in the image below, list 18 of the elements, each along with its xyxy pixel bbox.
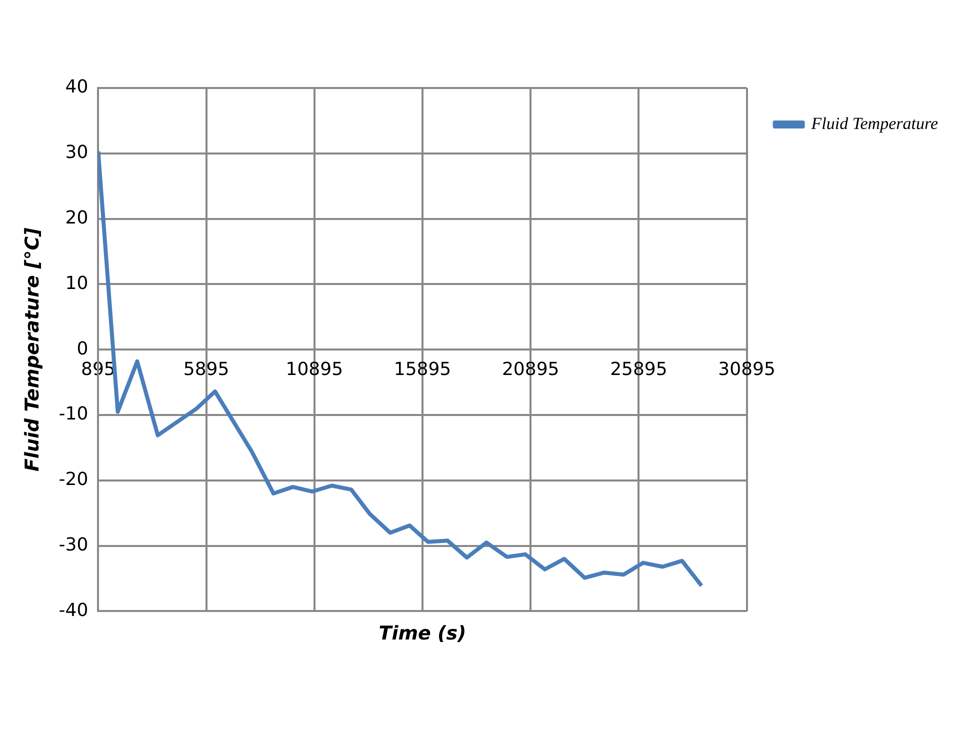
x-axis-title: Time (s) [378,622,466,645]
legend-label: Fluid Temperature [810,114,938,133]
x-tick-label: 20895 [502,359,560,380]
y-tick-label: 0 [76,338,88,360]
y-tick-label: -20 [58,469,88,490]
y-axis-title: Fluid Temperature [°C] [21,227,44,472]
y-tick-label: -40 [58,600,88,621]
y-tick-label: 10 [65,272,88,294]
y-tick-label: 40 [65,76,88,98]
y-tick-label: -10 [58,404,88,425]
y-tick-label: 30 [65,142,88,164]
x-tick-label: 30895 [718,359,776,380]
x-tick-label: 15895 [394,359,452,380]
x-tick-label: 25895 [610,359,668,380]
y-tick-label: 20 [65,207,88,228]
x-tick-label: 5895 [183,359,230,380]
x-tick-label: 10895 [286,359,344,380]
y-tick-label: -30 [58,534,88,556]
